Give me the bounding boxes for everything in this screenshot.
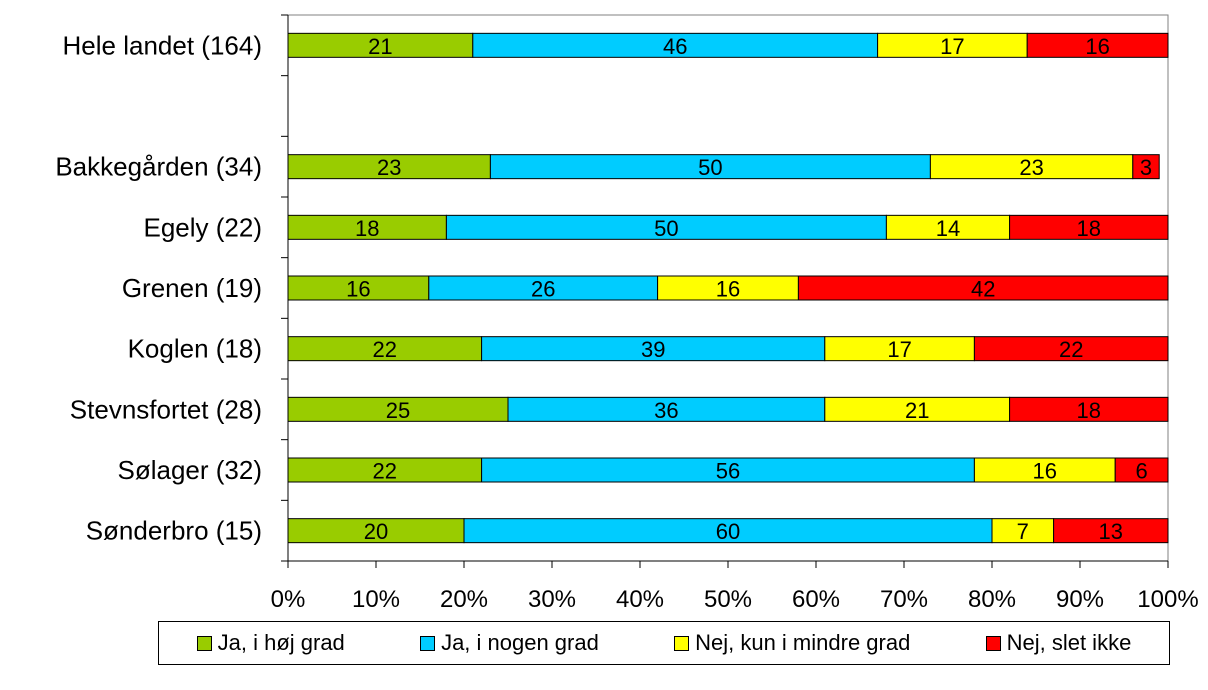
data-label: 16 — [1033, 459, 1057, 484]
x-tick-label: 50% — [704, 586, 752, 613]
bar-segment — [287, 214, 447, 240]
bar-segment — [489, 154, 931, 180]
bar-segment — [287, 396, 509, 422]
legend-label: Nej, slet ikke — [1006, 630, 1132, 655]
data-label: 22 — [1059, 337, 1083, 362]
bar-segment — [929, 154, 1134, 180]
bar-segment — [287, 32, 474, 58]
bar-segment — [287, 457, 483, 483]
legend-swatch — [985, 635, 1001, 651]
legend-swatch — [674, 635, 690, 651]
category-label: Bakkegården (34) — [55, 152, 262, 182]
data-label: 18 — [1077, 398, 1101, 423]
bar-segment — [1009, 214, 1169, 240]
data-label: 3 — [1140, 155, 1152, 180]
category-label: Stevnsfortet (28) — [70, 394, 262, 424]
data-label: 17 — [940, 34, 964, 59]
data-label: 16 — [1085, 34, 1109, 59]
legend: Ja, i høj grad Ja, i nogen grad Nej, kun i… — [158, 621, 1170, 665]
x-tick-label: 30% — [528, 586, 576, 613]
x-tick-label: 0% — [271, 586, 306, 613]
data-label: 18 — [1077, 216, 1101, 241]
x-tick-label: 20% — [440, 586, 488, 613]
bar-segment — [287, 336, 483, 362]
data-label: 14 — [936, 216, 960, 241]
x-tick-label: 60% — [792, 586, 840, 613]
data-label: 36 — [654, 398, 678, 423]
legend-label: Ja, i høj grad — [217, 630, 345, 655]
category-label: Koglen (18) — [128, 334, 262, 364]
category-label: Sønderbro (15) — [86, 516, 262, 546]
bar-segment — [428, 275, 659, 301]
x-tick-label: 80% — [968, 586, 1016, 613]
bar-segment — [973, 336, 1169, 362]
data-label: 26 — [531, 277, 555, 302]
bar-segment — [1009, 396, 1169, 422]
data-label: 6 — [1135, 459, 1147, 484]
data-label: 13 — [1099, 519, 1123, 544]
bar-segment — [824, 396, 1011, 422]
data-label: 21 — [905, 398, 929, 423]
bar-segment — [1132, 154, 1160, 180]
bar-segment — [1053, 518, 1169, 544]
bar-segment — [507, 396, 826, 422]
data-label: 17 — [887, 337, 911, 362]
data-label: 50 — [698, 155, 722, 180]
y-axis: Hele landet (164) Bakkegården (34) Egely (… — [55, 14, 289, 562]
data-label: 60 — [716, 519, 740, 544]
legend-label: Ja, i nogen grad — [441, 630, 599, 655]
data-label: 42 — [971, 277, 995, 302]
bar-segment — [287, 518, 465, 544]
bar-segment — [657, 275, 799, 301]
category-label: Sølager (32) — [118, 455, 263, 485]
data-label: 46 — [663, 34, 687, 59]
bar-segment — [287, 154, 491, 180]
x-tick-label: 40% — [616, 586, 664, 613]
x-tick-label: 100% — [1137, 586, 1198, 613]
x-axis: 0% 10% 20% 30% 40% 50% 60% 70% 80% 90% 100% — [271, 560, 1199, 613]
data-label: 7 — [1017, 519, 1029, 544]
bar-segment — [472, 32, 879, 58]
x-tick-label: 10% — [352, 586, 400, 613]
bar-segment — [445, 214, 887, 240]
data-label: 50 — [654, 216, 678, 241]
stacked-bar-chart: Hele landet (164) Bakkegården (34) Egely (… — [55, 14, 1199, 613]
data-label: 18 — [355, 216, 379, 241]
bar-segment — [885, 214, 1011, 240]
legend-label: Nej, kun i mindre grad — [695, 630, 911, 655]
data-label: 21 — [368, 34, 392, 59]
data-label: 16 — [716, 277, 740, 302]
legend-item: Nej, slet ikke — [985, 630, 1132, 656]
bar-segment — [797, 275, 1169, 301]
data-label: 25 — [386, 398, 410, 423]
bar-segment — [1114, 457, 1169, 483]
bar-segment — [287, 275, 430, 301]
x-tick-label: 90% — [1056, 586, 1104, 613]
legend-swatch — [196, 635, 212, 651]
data-label: 22 — [373, 337, 397, 362]
bar-labels: 21 46 17 16 23 50 23 3 18 50 14 18 16 26 16 42 22 39 17 22 2… — [346, 34, 1152, 544]
bars — [287, 32, 1169, 544]
bar-segment — [1026, 32, 1169, 58]
x-tick-label: 70% — [880, 586, 928, 613]
data-label: 20 — [364, 519, 388, 544]
category-label: Hele landet (164) — [63, 30, 262, 60]
data-label: 16 — [346, 277, 370, 302]
data-label: 39 — [641, 337, 665, 362]
data-label: 23 — [1019, 155, 1043, 180]
data-label: 56 — [716, 459, 740, 484]
bar-segment — [481, 457, 975, 483]
legend-swatch — [420, 635, 436, 651]
category-label: Grenen (19) — [122, 273, 262, 303]
legend-item: Ja, i høj grad — [196, 630, 345, 656]
data-label: 23 — [377, 155, 401, 180]
legend-item: Nej, kun i mindre grad — [674, 630, 910, 656]
legend-item: Ja, i nogen grad — [420, 630, 599, 656]
data-label: 22 — [373, 459, 397, 484]
category-label: Egely (22) — [144, 212, 263, 242]
bar-segment — [877, 32, 1028, 58]
